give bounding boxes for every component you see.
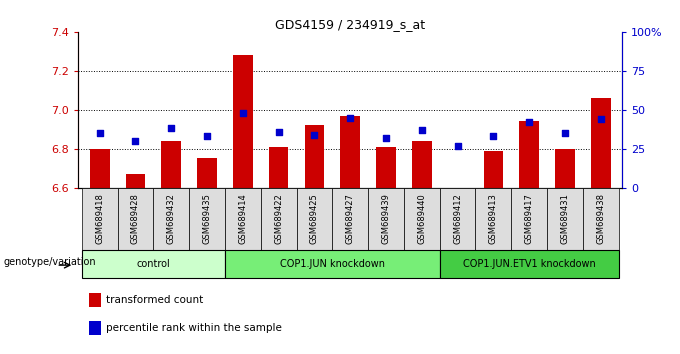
Bar (233, 55, 253, 188)
Bar (89, 293, 101, 307)
Text: COP1.JUN knockdown: COP1.JUN knockdown (279, 259, 385, 269)
Point (488, 133, 499, 139)
Bar (547, 188, 583, 250)
Text: COP1.JUN.ETV1 knockdown: COP1.JUN.ETV1 knockdown (463, 259, 596, 269)
Bar (89, 321, 101, 336)
Text: GSM689412: GSM689412 (453, 193, 462, 244)
Text: GSM689414: GSM689414 (238, 193, 248, 244)
Point (166, 126, 177, 131)
Bar (197, 159, 217, 188)
Text: control: control (137, 259, 170, 269)
Point (524, 119, 534, 125)
Bar (225, 250, 440, 278)
Text: percentile rank within the sample: percentile rank within the sample (107, 324, 282, 333)
Point (560, 130, 571, 136)
Bar (333, 188, 368, 250)
Bar (404, 188, 440, 250)
Bar (126, 174, 146, 188)
Bar (412, 141, 432, 188)
Bar (225, 188, 260, 250)
Text: GSM689418: GSM689418 (95, 193, 104, 244)
Point (201, 133, 212, 139)
Bar (82, 188, 118, 250)
Point (95, 130, 105, 136)
Bar (296, 188, 333, 250)
Point (130, 138, 141, 144)
Title: GDS4159 / 234919_s_at: GDS4159 / 234919_s_at (275, 18, 425, 31)
Text: GSM689427: GSM689427 (345, 193, 355, 244)
Point (345, 115, 356, 120)
Text: GSM689413: GSM689413 (489, 193, 498, 244)
Point (273, 129, 284, 135)
Text: GSM689438: GSM689438 (596, 193, 605, 244)
Bar (82, 250, 225, 278)
Text: GSM689432: GSM689432 (167, 193, 175, 244)
Bar (511, 188, 547, 250)
Bar (483, 151, 503, 188)
Point (416, 127, 427, 133)
Bar (341, 116, 360, 188)
Text: GSM689417: GSM689417 (525, 193, 534, 244)
Bar (154, 188, 189, 250)
Text: GSM689422: GSM689422 (274, 193, 283, 244)
Text: GSM689428: GSM689428 (131, 193, 140, 244)
Bar (591, 98, 611, 188)
Bar (475, 188, 511, 250)
Bar (440, 250, 619, 278)
Point (237, 110, 248, 116)
Bar (368, 188, 404, 250)
Text: genotype/variation: genotype/variation (4, 257, 97, 267)
Text: GSM689431: GSM689431 (560, 193, 569, 244)
Point (452, 143, 463, 148)
Text: GSM689439: GSM689439 (381, 193, 390, 244)
Bar (376, 147, 396, 188)
Text: GSM689440: GSM689440 (418, 193, 426, 244)
Bar (305, 125, 324, 188)
Bar (555, 149, 575, 188)
Bar (269, 147, 288, 188)
Point (381, 135, 392, 141)
Text: GSM689425: GSM689425 (310, 193, 319, 244)
Bar (440, 188, 475, 250)
Point (309, 132, 320, 137)
Bar (260, 188, 296, 250)
Text: GSM689435: GSM689435 (203, 193, 211, 244)
Point (595, 116, 606, 122)
Text: transformed count: transformed count (107, 295, 204, 306)
Bar (118, 188, 154, 250)
Bar (520, 121, 539, 188)
Bar (161, 141, 181, 188)
Bar (583, 188, 619, 250)
Bar (189, 188, 225, 250)
Bar (90, 149, 109, 188)
